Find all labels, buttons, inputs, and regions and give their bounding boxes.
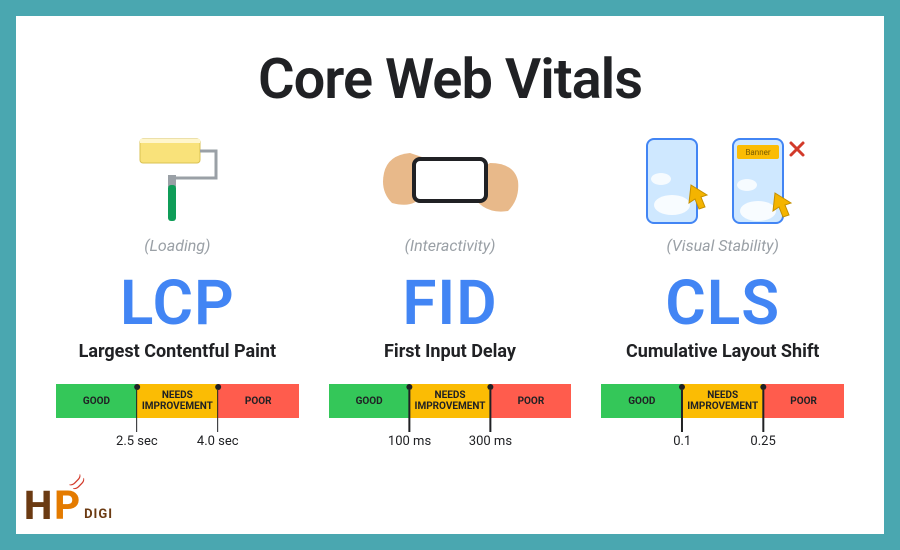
svg-text:Banner: Banner <box>745 148 770 157</box>
seg-good: GOOD <box>601 384 682 418</box>
logo-h: H <box>24 486 52 526</box>
threshold-2: 4.0 sec <box>197 434 239 449</box>
metric-cls: Banner (Visual Stability) CLS Cumulative… <box>601 130 844 450</box>
threshold-ticks: 100 ms 300 ms <box>329 420 572 450</box>
threshold-2: 300 ms <box>469 434 512 449</box>
layout-shift-icon: Banner <box>601 130 844 230</box>
paint-roller-icon <box>56 130 299 230</box>
threshold-bar: GOOD NEEDS IMPROVEMENT POOR <box>329 384 572 418</box>
threshold-1: 2.5 sec <box>116 434 158 449</box>
logo-digi: DIGI <box>84 507 113 526</box>
threshold-bar: GOOD NEEDS IMPROVEMENT POOR <box>56 384 299 418</box>
metric-abbr: CLS <box>665 273 780 335</box>
metric-category: (Interactivity) <box>405 236 496 255</box>
metric-name: Cumulative Layout Shift <box>626 341 819 362</box>
hands-phone-icon <box>329 130 572 230</box>
metric-name: Largest Contentful Paint <box>79 341 276 362</box>
metric-lcp: (Loading) LCP Largest Contentful Paint G… <box>56 130 299 450</box>
threshold-ticks: 0.1 0.25 <box>601 420 844 450</box>
threshold-bar: GOOD NEEDS IMPROVEMENT POOR <box>601 384 844 418</box>
watermark-logo: H ⟯⟯ P DIGI <box>24 486 113 526</box>
metric-abbr: LCP <box>120 273 235 335</box>
threshold-1: 100 ms <box>388 434 431 449</box>
metrics-row: (Loading) LCP Largest Contentful Paint G… <box>56 130 844 450</box>
threshold-ticks: 2.5 sec 4.0 sec <box>56 420 299 450</box>
metric-category: (Loading) <box>144 236 210 255</box>
metric-name: First Input Delay <box>384 341 516 362</box>
main-title: Core Web Vitals <box>56 46 844 112</box>
metric-fid: (Interactivity) FID First Input Delay GO… <box>329 130 572 450</box>
threshold-1: 0.1 <box>673 434 691 449</box>
threshold-2: 0.25 <box>750 434 775 449</box>
metric-category: (Visual Stability) <box>666 236 778 255</box>
infographic-panel: Core Web Vitals (Loading) LCP Largest Co… <box>16 16 884 534</box>
metric-abbr: FID <box>402 273 497 335</box>
